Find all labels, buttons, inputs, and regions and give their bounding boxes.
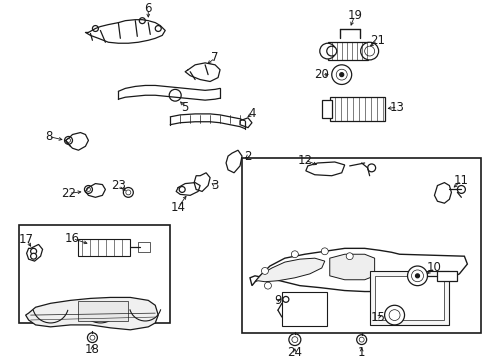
Polygon shape [26,244,42,261]
Text: 22: 22 [61,187,76,200]
Circle shape [321,248,327,255]
Circle shape [456,185,465,193]
Circle shape [169,89,181,101]
Circle shape [339,73,343,77]
Text: 4: 4 [248,107,255,120]
Text: 1: 1 [357,346,365,359]
Circle shape [367,164,375,172]
Text: 11: 11 [453,174,468,187]
Circle shape [90,335,95,340]
Polygon shape [254,258,324,282]
Circle shape [123,188,133,197]
Text: 21: 21 [369,34,385,47]
Circle shape [288,334,300,346]
Circle shape [356,335,366,345]
Polygon shape [225,150,242,173]
Polygon shape [249,248,467,292]
Text: 2: 2 [244,150,251,163]
Text: 23: 23 [111,179,125,192]
Circle shape [84,185,92,193]
Circle shape [331,65,351,85]
Circle shape [155,26,161,31]
Bar [437,271,456,281]
Bar [327,42,367,60]
Circle shape [291,337,297,343]
Circle shape [86,188,90,192]
Text: 10: 10 [426,261,441,274]
Text: 18: 18 [85,343,100,356]
Circle shape [359,337,364,342]
Polygon shape [240,118,251,128]
Text: 7: 7 [211,51,219,64]
Circle shape [346,253,352,260]
Circle shape [31,253,37,259]
Circle shape [92,26,98,31]
Circle shape [360,42,378,60]
Circle shape [319,43,335,59]
Circle shape [264,282,271,289]
Text: 9: 9 [274,294,281,307]
Circle shape [415,274,419,278]
Polygon shape [25,297,158,330]
Circle shape [336,69,346,80]
Text: 5: 5 [181,100,188,113]
Text: 6: 6 [144,3,152,15]
Circle shape [283,296,288,302]
Text: 16: 16 [65,232,80,245]
Polygon shape [433,183,450,203]
Text: 13: 13 [389,100,404,113]
Text: 3: 3 [211,179,218,192]
Bar [321,100,331,118]
Text: 14: 14 [170,201,185,213]
Circle shape [326,46,336,56]
Text: 8: 8 [45,130,52,143]
Circle shape [384,305,404,325]
Text: 17: 17 [19,233,34,246]
Text: 15: 15 [369,311,384,324]
Bar [374,276,444,320]
Bar [78,301,128,321]
Circle shape [66,139,70,142]
Circle shape [364,46,374,56]
Circle shape [179,186,185,192]
Text: 19: 19 [346,9,362,22]
Circle shape [407,266,427,285]
Text: 12: 12 [297,153,312,167]
Bar [19,225,170,323]
Bar [138,243,150,252]
Polygon shape [329,254,374,280]
Text: 20: 20 [314,68,328,81]
Polygon shape [194,173,210,192]
Bar [281,292,326,326]
Bar [242,158,480,333]
Circle shape [291,251,298,258]
Circle shape [261,267,268,274]
Circle shape [31,248,37,254]
Circle shape [125,190,131,195]
Bar [329,97,384,121]
Circle shape [411,270,423,282]
Circle shape [388,310,399,320]
Polygon shape [305,162,344,176]
Bar [369,271,448,325]
Circle shape [139,18,145,24]
Bar [78,239,130,256]
Text: 24: 24 [287,346,302,359]
Circle shape [64,136,72,144]
Circle shape [87,333,97,343]
